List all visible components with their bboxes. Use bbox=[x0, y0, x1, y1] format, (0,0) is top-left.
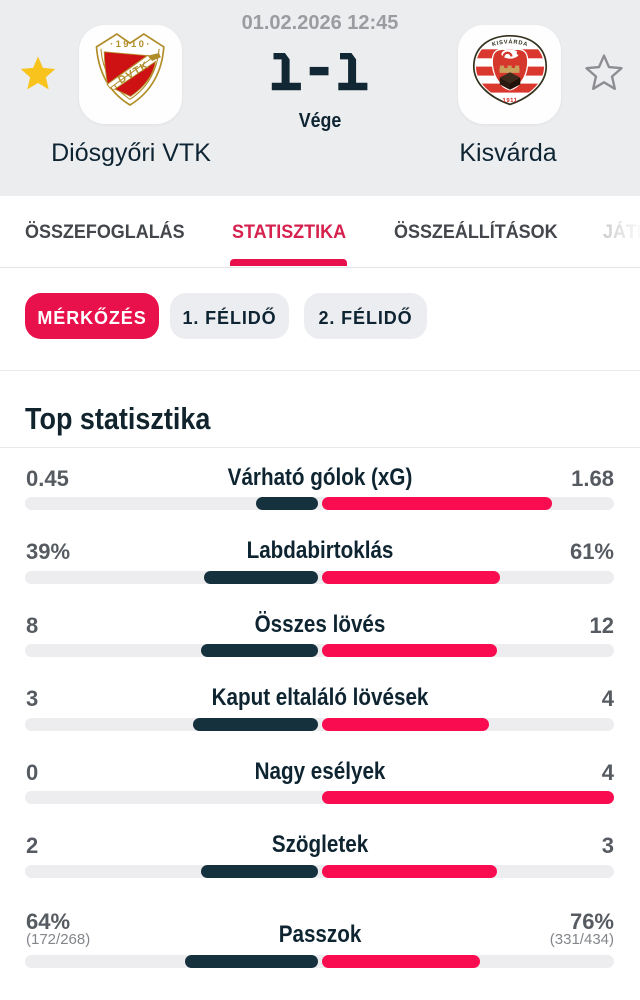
svg-text:·1910·: ·1910· bbox=[110, 39, 152, 50]
svg-text:1911: 1911 bbox=[502, 97, 517, 104]
svg-text:KISVÁRDA: KISVÁRDA bbox=[491, 37, 528, 48]
